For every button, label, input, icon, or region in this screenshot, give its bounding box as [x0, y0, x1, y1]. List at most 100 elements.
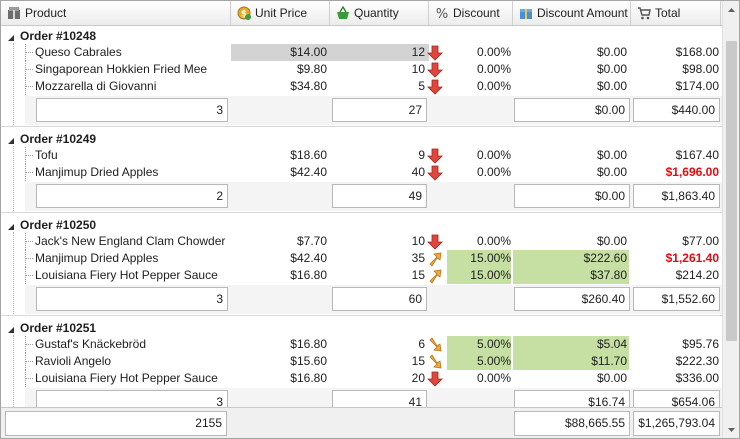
cell-discount-amount: $0.00	[596, 45, 627, 59]
summary-count: 2	[36, 184, 228, 208]
cell-unit-price: $16.80	[290, 268, 327, 282]
column-header-label: Unit Price	[255, 6, 308, 20]
cell-discount-amount: $0.00	[596, 371, 627, 385]
cell-product: Tofu	[35, 148, 58, 162]
summary-total: $1,552.60	[633, 287, 720, 311]
cell-discount-amount: $11.70	[513, 353, 629, 370]
column-header-label: Discount Amount	[537, 6, 628, 20]
cell-total: $77.00	[682, 234, 719, 248]
cell-unit-price: $15.60	[290, 354, 327, 368]
svg-text:$: $	[241, 10, 247, 20]
cell-product: Queso Cabrales	[35, 45, 122, 59]
group-summary-row: 3 27 $0.00 $440.00	[1, 96, 723, 125]
column-header-discount-amount[interactable]: Discount Amount	[513, 1, 631, 25]
group-row[interactable]: Order #10248	[1, 27, 723, 44]
group-row[interactable]: Order #10250	[1, 216, 723, 233]
cell-discount-amount: $0.00	[596, 165, 627, 179]
column-header-quantity[interactable]: Quantity	[330, 1, 429, 25]
cell-quantity: 20	[411, 371, 425, 385]
arrow-down-icon	[427, 371, 443, 387]
column-header-unit-price[interactable]: $ Unit Price	[231, 1, 330, 25]
tree-connector	[25, 147, 33, 164]
arrow-down-icon	[427, 79, 443, 95]
summary-total: $1,863.40	[633, 184, 720, 208]
collapse-icon[interactable]	[7, 220, 15, 230]
group-separator	[1, 315, 723, 316]
table-row[interactable]: Louisiana Fiery Hot Pepper Sauce $16.80 15…	[1, 267, 723, 284]
cell-total: $168.00	[675, 45, 719, 59]
cell-discount: 0.00%	[476, 79, 511, 93]
money-icon: $	[237, 6, 251, 20]
column-header-label: Quantity	[354, 6, 399, 20]
cell-quantity: 10	[411, 62, 425, 76]
tree-connector	[25, 267, 33, 284]
group-guide-line	[13, 232, 14, 314]
cell-discount-amount: $5.04	[513, 336, 629, 353]
collapse-icon[interactable]	[7, 31, 15, 41]
table-row[interactable]: Manjimup Dried Apples $42.40 40 0.00% $0.00 $…	[1, 164, 723, 181]
table-row[interactable]: Jack's New England Clam Chowder $7.70 10 0.…	[1, 233, 723, 250]
column-header-total[interactable]: Total	[631, 1, 721, 25]
cell-discount: 0.00%	[476, 234, 511, 248]
table-row[interactable]: Mozzarella di Giovanni $34.80 5 0.00% $0.00 $…	[1, 78, 723, 95]
summary-discount-amount: $260.40	[514, 287, 630, 311]
cell-discount: 0.00%	[476, 62, 511, 76]
group-separator	[1, 212, 723, 213]
scroll-thumb[interactable]	[726, 41, 737, 341]
arrow-down-right-icon	[427, 354, 443, 370]
table-row[interactable]: Manjimup Dried Apples $42.40 35 15.00% $222.…	[1, 250, 723, 267]
group-row[interactable]: Order #10251	[1, 319, 723, 336]
column-header-discount[interactable]: % Discount	[429, 1, 513, 25]
cell-unit-price: $42.40	[290, 165, 327, 179]
summary-total: $440.00	[633, 98, 720, 122]
group-guide-line	[13, 43, 14, 125]
cell-product: Gustaf's Knäckebröd	[35, 337, 147, 351]
cell-total: $98.00	[682, 62, 719, 76]
table-row[interactable]: Queso Cabrales $14.00 12 0.00% $0.00 $168.00	[1, 44, 723, 61]
tree-connector	[25, 233, 33, 250]
arrow-up-right-icon	[427, 251, 443, 267]
collapse-icon[interactable]	[7, 134, 15, 144]
scroll-down-button[interactable]	[723, 421, 739, 438]
table-row[interactable]: Ravioli Angelo $15.60 15 5.00% $11.70 $222.30	[1, 353, 723, 370]
cell-unit-price: $16.80	[290, 337, 327, 351]
gift-icon	[519, 6, 533, 20]
cell-product: Manjimup Dried Apples	[35, 165, 159, 179]
chevron-down-icon	[727, 427, 735, 432]
cell-total: $174.00	[675, 79, 719, 93]
tree-connector	[25, 61, 33, 78]
cell-total: $167.40	[675, 148, 719, 162]
vertical-scrollbar[interactable]	[722, 1, 739, 438]
column-header-bar: Product $ Unit Price Quantity % Discount…	[1, 1, 739, 26]
group-guide-line	[13, 146, 14, 211]
tree-connector	[25, 78, 33, 95]
cell-unit-price: $9.80	[296, 62, 327, 76]
column-header-label: Discount	[453, 6, 500, 20]
table-row[interactable]: Gustaf's Knäckebröd $16.80 6 5.00% $5.04 $95.…	[1, 336, 723, 353]
cell-total: $336.00	[675, 371, 719, 385]
cell-quantity: 5	[418, 79, 425, 93]
percent-icon: %	[435, 6, 449, 22]
footer-discount-amount: $88,665.55	[514, 411, 630, 436]
column-header-product[interactable]: Product	[1, 1, 231, 25]
cell-discount: 5.00%	[447, 336, 511, 353]
collapse-icon[interactable]	[7, 323, 15, 333]
group-title: Order #10249	[20, 132, 97, 146]
cell-unit-price: $42.40	[290, 251, 327, 265]
cell-product: Mozzarella di Giovanni	[35, 79, 157, 93]
cell-quantity: 15	[411, 268, 425, 282]
chevron-up-icon	[727, 7, 735, 12]
arrow-down-icon	[427, 62, 443, 78]
cell-discount-amount: $0.00	[596, 79, 627, 93]
arrow-down-icon	[427, 148, 443, 164]
table-row[interactable]: Louisiana Fiery Hot Pepper Sauce $16.80 20…	[1, 370, 723, 387]
table-row[interactable]: Tofu $18.60 9 0.00% $0.00 $167.40	[1, 147, 723, 164]
tree-connector	[25, 353, 33, 370]
group-row[interactable]: Order #10249	[1, 130, 723, 147]
cell-discount: 0.00%	[476, 371, 511, 385]
cell-discount: 15.00%	[447, 267, 511, 284]
cell-unit-price: $18.60	[290, 148, 327, 162]
table-row[interactable]: Singaporean Hokkien Fried Mee $9.80 10 0.00…	[1, 61, 723, 78]
scroll-up-button[interactable]	[723, 1, 739, 18]
